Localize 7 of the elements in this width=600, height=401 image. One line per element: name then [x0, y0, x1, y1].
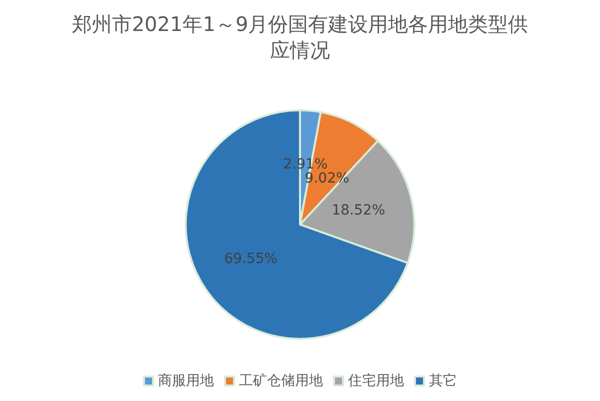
legend-label: 工矿仓储用地 [239, 373, 323, 389]
chart-title: 郑州市2021年1～9月份国有建设用地各用地类型供应情况 [72, 12, 528, 62]
legend-label: 商服用地 [158, 373, 214, 389]
legend-label: 其它 [429, 373, 457, 389]
legend-label: 住宅用地 [347, 373, 404, 389]
data-label: 69.55% [224, 251, 278, 268]
data-label: 18.52% [332, 202, 386, 218]
